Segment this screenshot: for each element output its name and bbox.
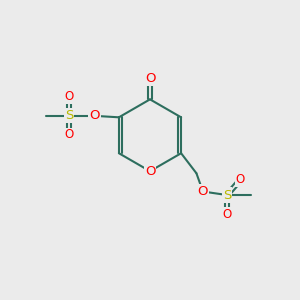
- Text: O: O: [64, 90, 74, 103]
- Text: S: S: [223, 188, 231, 202]
- Text: O: O: [145, 165, 155, 178]
- Text: O: O: [222, 208, 232, 221]
- Text: O: O: [236, 173, 245, 186]
- Text: S: S: [64, 109, 73, 122]
- Text: O: O: [198, 185, 208, 198]
- Text: O: O: [64, 128, 74, 142]
- Text: O: O: [89, 109, 100, 122]
- Text: O: O: [145, 72, 155, 85]
